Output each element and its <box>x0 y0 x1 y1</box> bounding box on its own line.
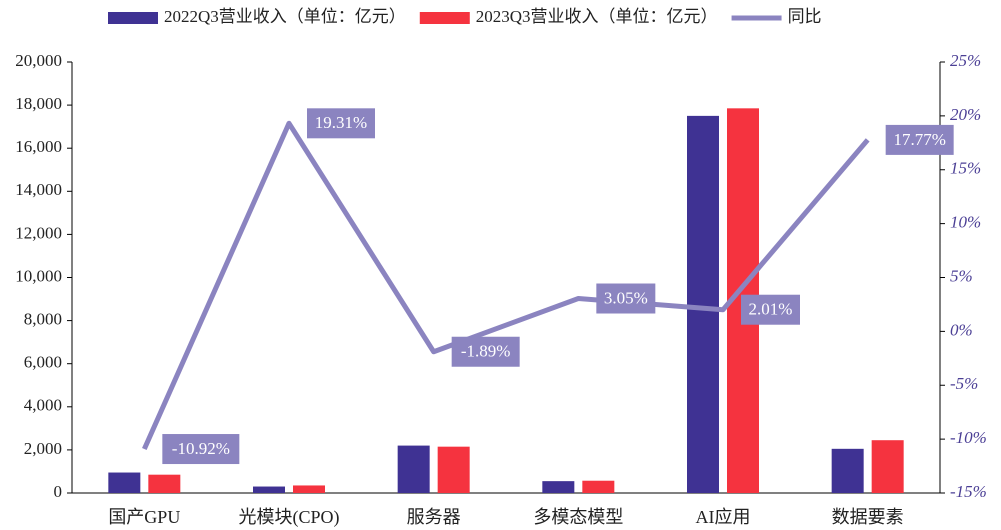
y2-tick-label: -15% <box>950 482 987 501</box>
value-label: -1.89% <box>461 342 511 361</box>
bar <box>293 485 325 493</box>
value-label: 19.31% <box>315 113 367 132</box>
legend-label: 同比 <box>788 7 822 26</box>
y-tick-label: 16,000 <box>15 137 62 156</box>
y-tick-label: 18,000 <box>15 94 62 113</box>
y2-tick-label: 0% <box>950 320 973 339</box>
legend-label: 2022Q3营业收入（单位：亿元） <box>164 7 406 26</box>
x-tick-label: AI应用 <box>696 507 751 527</box>
bar <box>831 448 864 493</box>
x-tick-label: 数据要素 <box>832 507 904 527</box>
x-tick-label: 国产GPU <box>108 507 180 527</box>
y-tick-label: 8,000 <box>24 310 62 329</box>
y2-tick-label: -5% <box>950 374 978 393</box>
value-label: 17.77% <box>893 130 945 149</box>
value-label-box <box>885 124 954 155</box>
value-label: -10.92% <box>172 439 230 458</box>
bar <box>148 474 181 493</box>
y-tick-label: 12,000 <box>15 223 62 242</box>
value-label-box <box>741 294 800 325</box>
value-label: 2.01% <box>749 300 793 319</box>
value-label-box <box>162 434 240 465</box>
value-label: 3.05% <box>604 288 648 307</box>
x-tick-label: 服务器 <box>407 507 461 527</box>
bar <box>582 480 615 493</box>
legend-label: 2023Q3营业收入（单位：亿元） <box>476 7 718 26</box>
y-tick-label: 6,000 <box>24 353 62 372</box>
bar <box>871 440 904 493</box>
y2-tick-label: 25% <box>950 51 981 70</box>
bar <box>397 445 430 493</box>
bar <box>542 481 575 493</box>
legend-swatch <box>108 12 158 24</box>
value-label-box <box>596 283 656 314</box>
y-tick-label: 10,000 <box>15 266 62 285</box>
y-tick-label: 0 <box>54 482 63 501</box>
bar <box>108 472 141 493</box>
y2-tick-label: 10% <box>950 213 981 232</box>
bar <box>687 115 719 493</box>
y-tick-label: 20,000 <box>15 51 62 70</box>
bar <box>253 486 285 493</box>
y2-tick-label: 5% <box>950 266 973 285</box>
y2-tick-label: 20% <box>950 105 981 124</box>
line <box>142 120 870 451</box>
bar <box>437 446 470 493</box>
y-tick-label: 14,000 <box>15 180 62 199</box>
y2-tick-label: 15% <box>950 159 981 178</box>
y2-tick-label: -10% <box>950 428 987 447</box>
value-label-box <box>451 336 520 367</box>
y-tick-label: 4,000 <box>24 396 62 415</box>
value-label-box <box>307 108 375 139</box>
legend-swatch <box>419 12 470 24</box>
x-tick-label: 多模态模型 <box>533 507 623 527</box>
y-tick-label: 2,000 <box>24 439 62 458</box>
x-tick-label: 光模块(CPO) <box>238 507 339 528</box>
